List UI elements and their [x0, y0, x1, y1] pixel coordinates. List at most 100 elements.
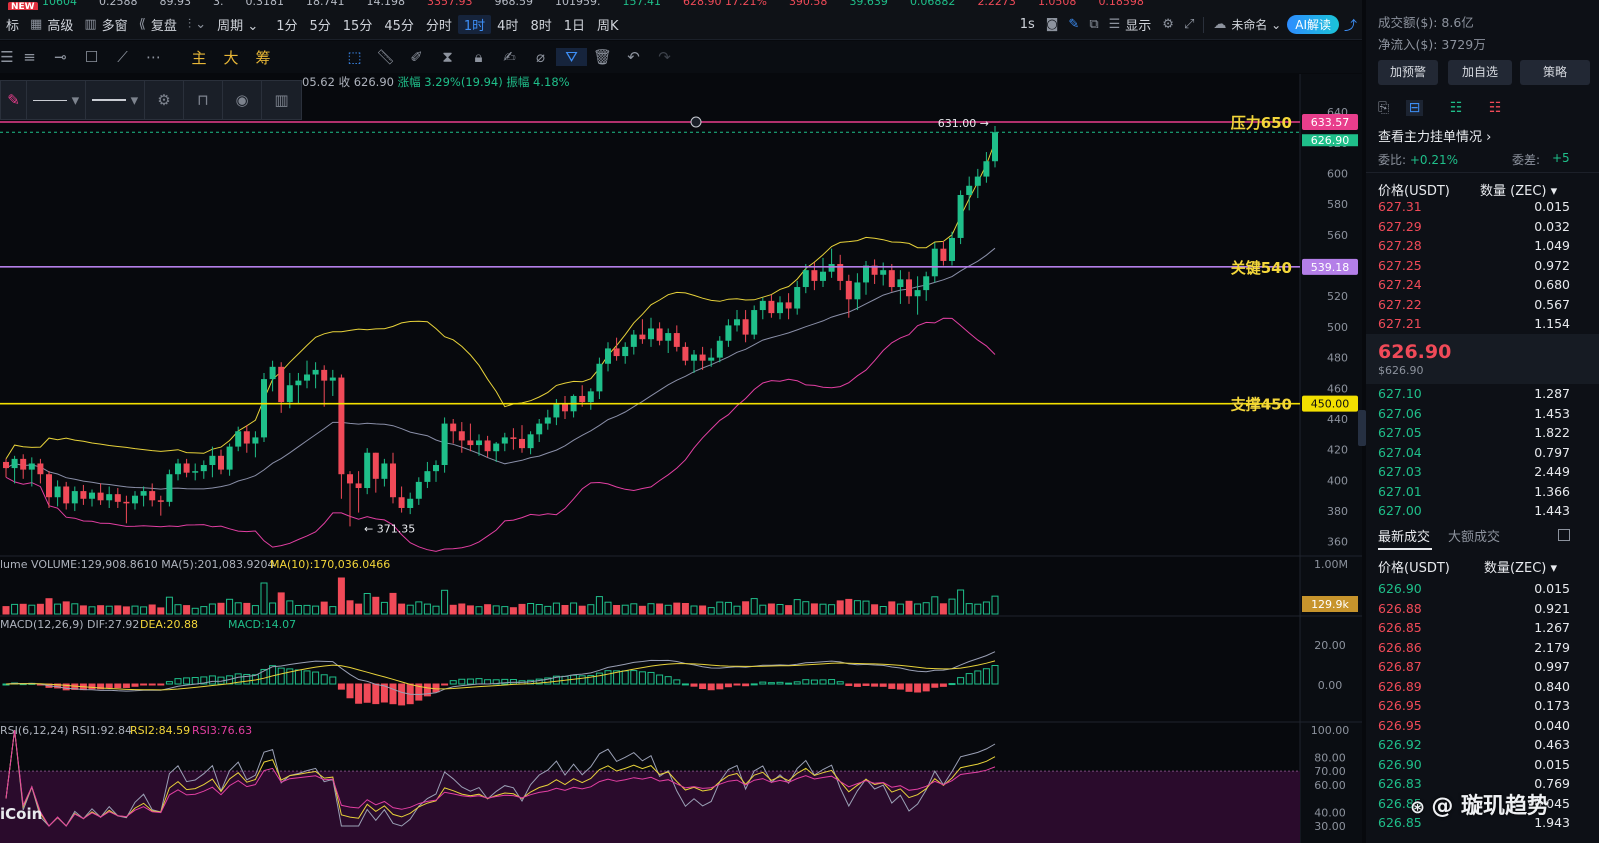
ticker-item[interactable]: 2.2273 [977, 0, 1016, 8]
candle-body[interactable] [957, 194, 964, 238]
quick-tag-chips[interactable]: 筹 [255, 48, 271, 67]
candle-body[interactable] [132, 495, 138, 504]
tab-big-trades[interactable]: 大额成交 [1448, 530, 1501, 545]
orderbook-row[interactable]: 626.85 1.267 [1378, 620, 1588, 639]
candle-body[interactable] [46, 474, 52, 498]
candle-body[interactable] [286, 385, 293, 403]
candle-body[interactable] [252, 437, 259, 444]
candle-body[interactable] [820, 271, 826, 281]
replay-button[interactable]: 复盘 [150, 19, 177, 34]
candle-body[interactable] [880, 270, 887, 275]
ruler-icon[interactable]: 📏︎ [375, 48, 396, 66]
line-width-dropdown[interactable]: ▾ [27, 81, 86, 119]
candle-body[interactable] [149, 491, 156, 501]
candle-body[interactable] [553, 403, 560, 418]
candle-body[interactable] [751, 310, 758, 335]
candle-body[interactable] [89, 492, 95, 499]
pen-icon[interactable]: ✎ [1068, 17, 1080, 32]
ticker-item[interactable]: 14.198 [366, 0, 406, 8]
one-second-button[interactable]: 1s [1019, 17, 1035, 32]
candle-body[interactable] [613, 348, 620, 357]
trash-icon[interactable]: ▥ [274, 91, 289, 109]
candle-body[interactable] [433, 465, 439, 472]
candle-body[interactable] [906, 279, 912, 297]
candle-body[interactable] [983, 161, 990, 177]
advanced-button[interactable]: 高级 [47, 19, 74, 34]
orderbook-row[interactable]: 626.90 0.015 [1378, 757, 1588, 776]
quick-tag-main[interactable]: 主 [191, 48, 207, 67]
orderbook-row[interactable]: 627.03 2.449 [1378, 464, 1588, 483]
ticker-item[interactable]: 390.58 [788, 0, 828, 8]
candle-body[interactable] [37, 463, 44, 475]
ticker-item[interactable]: 10604 [42, 0, 77, 8]
candle-body[interactable] [192, 471, 199, 473]
candle-body[interactable] [579, 395, 586, 403]
orderbook-row[interactable]: 627.29 0.032 [1378, 219, 1588, 238]
orderbook-row[interactable]: 626.95 0.040 [1378, 718, 1588, 737]
multi-window-button[interactable]: 多窗 [101, 19, 128, 34]
candle-body[interactable] [949, 237, 955, 261]
display-button[interactable]: 显示 [1125, 19, 1152, 34]
orderbook-row[interactable]: 627.04 0.797 [1378, 445, 1588, 464]
orderbook-row[interactable]: 626.90 0.015 [1378, 581, 1588, 600]
main-orders-link[interactable]: 查看主力挂单情况 › [1378, 130, 1492, 145]
candle-body[interactable] [441, 423, 448, 466]
candle-body[interactable] [966, 185, 973, 195]
candle-body[interactable] [347, 474, 353, 484]
magnet-icon[interactable]: ⌀ [535, 48, 546, 66]
candle-body[interactable] [940, 248, 947, 261]
orderbook-row[interactable]: 626.87 0.997 [1378, 659, 1588, 678]
interval-tab[interactable]: 4时 [497, 19, 519, 34]
select-icon[interactable]: ⬚ [347, 48, 362, 66]
candle-body[interactable] [837, 264, 844, 281]
candle-body[interactable] [364, 452, 371, 489]
interval-tab[interactable]: 15分 [342, 19, 373, 34]
candle-body[interactable] [794, 287, 801, 309]
candle-body[interactable] [97, 492, 104, 501]
orderbook-qty-header[interactable]: 数量 (ZEC) ▾ [1480, 184, 1558, 199]
candle-body[interactable] [226, 446, 233, 470]
orderbook-row[interactable]: 627.01 1.366 [1378, 484, 1588, 503]
crosshair-icon[interactable]: ⊸ [54, 48, 67, 66]
candle-body[interactable] [802, 270, 809, 288]
orderbook-row[interactable]: 627.24 0.680 [1378, 277, 1588, 296]
ticker-item[interactable]: 1.0508 [1037, 0, 1077, 8]
orderbook-split-icon[interactable]: ⊟ [1405, 100, 1424, 116]
candle-body[interactable] [329, 377, 336, 381]
candle-body[interactable] [424, 471, 431, 482]
ticker-item[interactable]: 101959. [555, 0, 601, 8]
candle-body[interactable] [759, 300, 766, 311]
candle-body[interactable] [596, 363, 603, 392]
candle-body[interactable] [725, 325, 732, 341]
candle-body[interactable] [295, 380, 302, 386]
candle-body[interactable] [114, 494, 121, 502]
candle-body[interactable] [209, 455, 216, 466]
ticker-item[interactable]: 0.3181 [245, 0, 285, 8]
candle-body[interactable] [622, 346, 629, 357]
ticker-item[interactable]: 968.59 [494, 0, 534, 8]
orderbook-row[interactable]: 626.85 1.943 [1378, 815, 1588, 834]
candle-body[interactable] [587, 391, 594, 403]
trash-icon[interactable]: 🗑︎ [592, 48, 613, 66]
line-handle[interactable] [690, 116, 702, 128]
ticker-item[interactable]: 0.06882 [909, 0, 956, 8]
candle-body[interactable] [845, 280, 852, 300]
lock-icon[interactable]: 🔒︎ [474, 48, 483, 66]
candle-body[interactable] [974, 176, 981, 186]
candle-body[interactable] [175, 463, 181, 475]
candle-body[interactable] [200, 465, 207, 472]
candle-body[interactable] [811, 270, 818, 281]
candle-body[interactable] [768, 300, 775, 314]
interval-tab[interactable]: 1日 [563, 19, 586, 34]
candle-body[interactable] [304, 374, 310, 381]
candle-body[interactable] [312, 369, 319, 375]
ticker-item[interactable]: 3. [213, 0, 224, 8]
candle-body[interactable] [854, 282, 861, 300]
copy-icon[interactable]: ⧉ [1089, 17, 1099, 32]
quick-tag-big[interactable]: 大 [223, 48, 239, 67]
ticker-item[interactable]: 39.639 [849, 0, 888, 8]
candle-body[interactable] [897, 279, 904, 288]
add-watchlist-button[interactable]: 加自选 [1448, 60, 1512, 85]
camera-icon[interactable]: ◙ [1045, 17, 1059, 32]
orderbook-row[interactable]: 626.89 0.840 [1378, 679, 1588, 698]
